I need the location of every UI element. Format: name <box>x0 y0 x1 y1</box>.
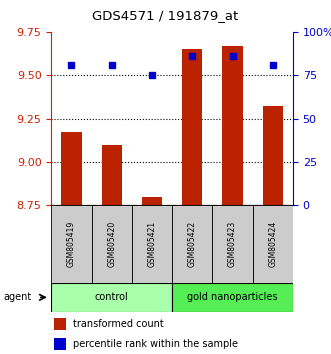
Text: transformed count: transformed count <box>73 319 164 329</box>
Bar <box>172 205 213 283</box>
Bar <box>51 283 172 312</box>
Bar <box>172 283 293 312</box>
Bar <box>102 144 122 205</box>
Bar <box>222 46 243 205</box>
Bar <box>213 205 253 283</box>
Text: GSM805420: GSM805420 <box>107 221 116 267</box>
Bar <box>54 338 66 350</box>
Text: GSM805422: GSM805422 <box>188 221 197 267</box>
Bar <box>51 205 92 283</box>
Text: control: control <box>95 292 128 302</box>
Text: GSM805423: GSM805423 <box>228 221 237 267</box>
Text: percentile rank within the sample: percentile rank within the sample <box>73 339 238 349</box>
Bar <box>182 49 202 205</box>
Bar <box>54 318 66 330</box>
Text: GSM805419: GSM805419 <box>67 221 76 267</box>
Bar <box>142 196 162 205</box>
Text: GDS4571 / 191879_at: GDS4571 / 191879_at <box>92 10 239 22</box>
Text: gold nanoparticles: gold nanoparticles <box>187 292 278 302</box>
Text: GSM805424: GSM805424 <box>268 221 277 267</box>
Bar <box>132 205 172 283</box>
Text: agent: agent <box>3 292 31 302</box>
Bar <box>253 205 293 283</box>
Bar <box>61 132 81 205</box>
Bar <box>92 205 132 283</box>
Bar <box>263 107 283 205</box>
Text: GSM805421: GSM805421 <box>148 221 157 267</box>
